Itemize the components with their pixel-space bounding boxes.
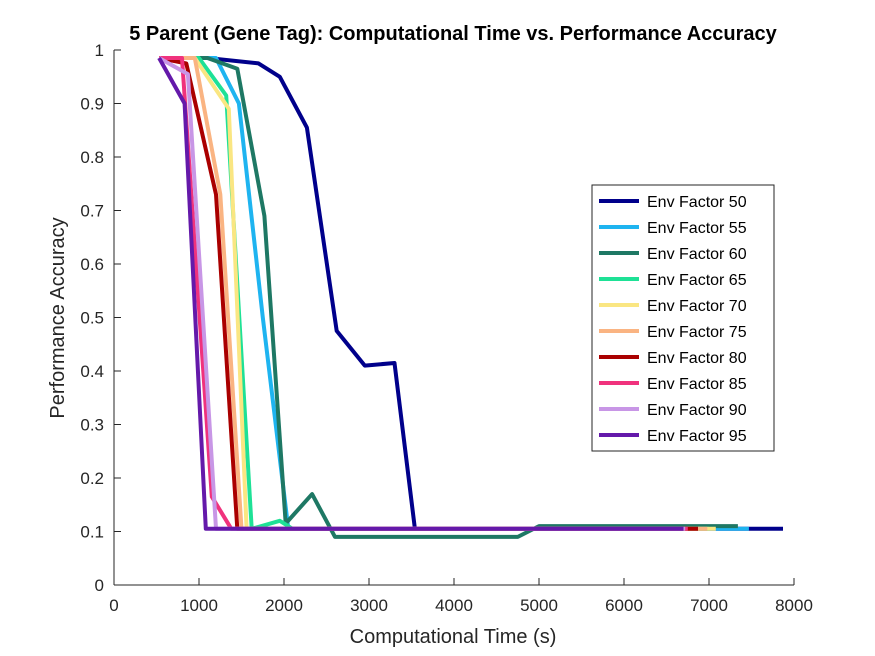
x-tick-label: 8000 [775, 596, 813, 615]
y-tick-label: 0.3 [80, 416, 104, 435]
legend-label: Env Factor 95 [647, 428, 747, 445]
series-layer [157, 56, 783, 539]
x-tick-label: 4000 [435, 596, 473, 615]
y-tick-label: 0.5 [80, 309, 104, 328]
y-tick-label: 0.8 [80, 148, 104, 167]
y-tick-label: 0.1 [80, 523, 104, 542]
x-axis-label: Computational Time (s) [350, 626, 557, 648]
legend-label: Env Factor 90 [647, 402, 747, 419]
x-tick-label: 7000 [690, 596, 728, 615]
x-tick-label: 0 [109, 596, 118, 615]
y-tick-label: 0 [95, 576, 104, 595]
legend: Env Factor 50 Env Factor 55 Env Factor 60 E… [591, 184, 775, 452]
axes-layer: 0 1000 2000 3000 4000 5000 6000 7000 8000 0 0.1 0.2… [80, 41, 813, 615]
x-tick-label: 6000 [605, 596, 643, 615]
legend-label: Env Factor 55 [647, 220, 747, 237]
series-line-10 [157, 57, 684, 531]
legend-label: Env Factor 50 [647, 194, 747, 211]
y-tick-label: 0.4 [80, 362, 104, 381]
series-line-3 [159, 56, 738, 539]
y-tick-label: 0.9 [80, 95, 104, 114]
legend-label: Env Factor 80 [647, 350, 747, 367]
y-axis-label: Performance Accuracy [47, 217, 69, 418]
legend-label: Env Factor 65 [647, 272, 747, 289]
chart-title: 5 Parent (Gene Tag): Computational Time … [129, 23, 777, 45]
x-tick-label: 2000 [265, 596, 303, 615]
legend-box [591, 184, 775, 452]
y-tick-label: 0.2 [80, 469, 104, 488]
x-tick-label: 5000 [520, 596, 558, 615]
y-tick-label: 0.7 [80, 202, 104, 221]
legend-label: Env Factor 85 [647, 376, 747, 393]
legend-label: Env Factor 75 [647, 324, 747, 341]
y-tick-label: 1 [95, 41, 104, 60]
x-tick-label: 3000 [350, 596, 388, 615]
legend-label: Env Factor 70 [647, 298, 747, 315]
legend-label: Env Factor 60 [647, 246, 747, 263]
x-tick-label: 1000 [180, 596, 218, 615]
y-tick-label: 0.6 [80, 255, 104, 274]
